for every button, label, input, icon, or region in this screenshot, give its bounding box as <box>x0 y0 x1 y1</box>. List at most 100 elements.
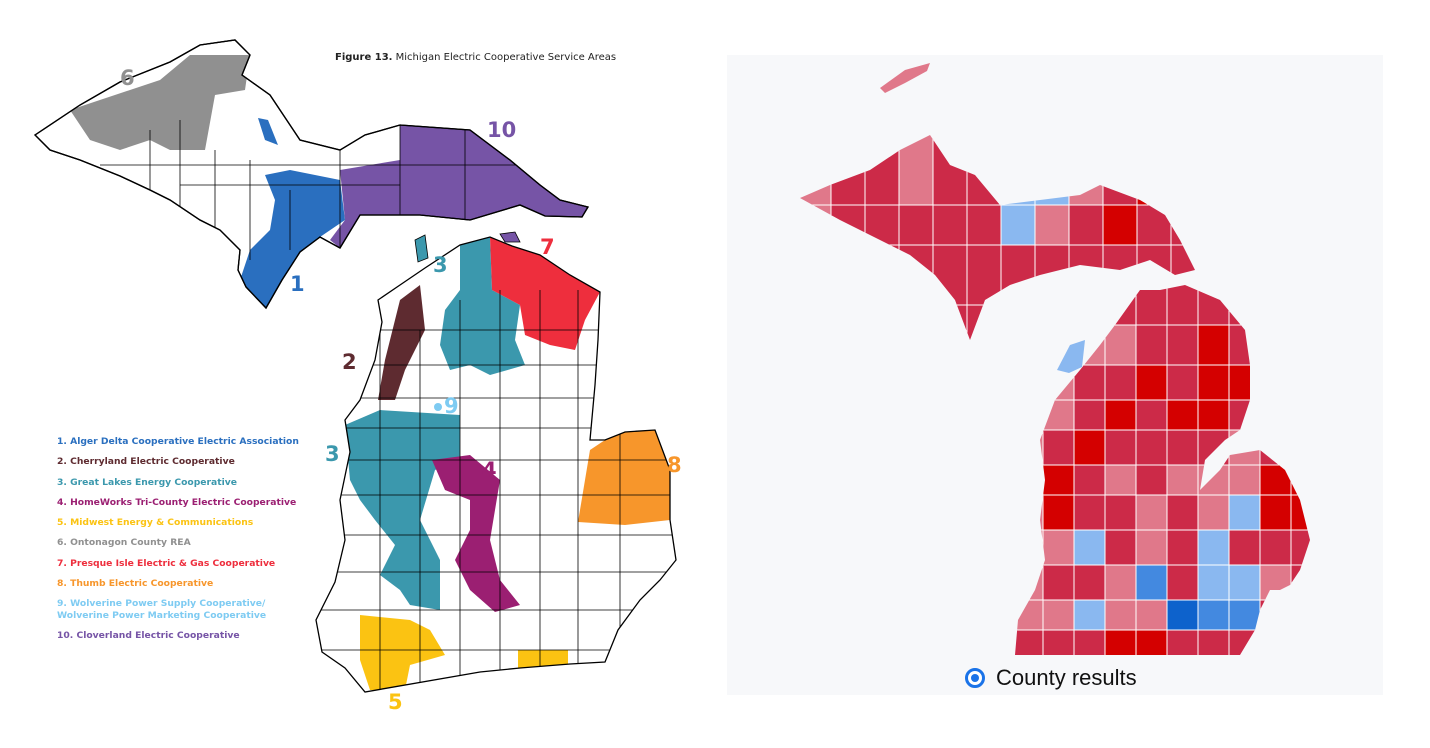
area-9-wolverine <box>434 403 442 411</box>
county <box>1259 464 1292 496</box>
lower-peninsula-outline <box>315 236 677 693</box>
county <box>830 135 866 206</box>
county <box>1073 494 1106 531</box>
area-4-homeworks <box>432 455 520 612</box>
county <box>1042 599 1075 631</box>
area-7-presque-isle <box>490 237 600 350</box>
county <box>1259 494 1292 531</box>
legend-item-6: 6. Ontonagon County REA <box>57 537 191 549</box>
area-5-midwest-energy-east <box>518 650 568 690</box>
county <box>1197 529 1230 566</box>
county-results-option[interactable]: County results <box>965 665 1137 691</box>
county <box>1104 599 1137 631</box>
area-1-alger-delta-north <box>258 118 278 145</box>
map-label-5: 5 <box>388 690 403 714</box>
county <box>1102 135 1138 206</box>
county <box>1166 399 1199 431</box>
county <box>932 204 968 246</box>
county <box>1259 285 1292 326</box>
county <box>1042 564 1075 601</box>
county <box>966 244 1002 306</box>
area-8-thumb <box>578 430 670 525</box>
legend-item-3: 3. Great Lakes Energy Cooperative <box>57 476 237 488</box>
county <box>864 244 900 306</box>
county <box>1073 399 1106 431</box>
county <box>1135 364 1168 401</box>
county <box>1015 629 1044 655</box>
county <box>1228 429 1261 466</box>
county <box>1034 204 1070 246</box>
radio-selected-icon[interactable] <box>965 668 985 688</box>
county <box>1034 304 1070 340</box>
county <box>1322 465 1353 495</box>
county <box>932 304 968 340</box>
county <box>800 135 832 206</box>
county <box>1068 135 1104 206</box>
county <box>1197 429 1230 466</box>
county <box>898 244 934 306</box>
county <box>1166 629 1199 655</box>
county <box>1228 629 1261 655</box>
county <box>1322 630 1353 660</box>
county <box>1290 464 1310 496</box>
county <box>1197 629 1230 655</box>
county <box>1290 599 1310 631</box>
county <box>1042 399 1075 431</box>
county <box>1166 429 1199 466</box>
area-3-great-lakes-north <box>440 237 525 375</box>
area-2-cherryland <box>378 285 425 400</box>
legend-item-9-line2: Wolverine Power Marketing Cooperative <box>57 610 267 622</box>
county <box>1259 629 1292 655</box>
county <box>1135 464 1168 496</box>
county <box>1166 529 1199 566</box>
county <box>1073 285 1106 326</box>
map-label-4: 4 <box>482 458 497 482</box>
county <box>1136 135 1172 206</box>
legend-item-4: 4. HomeWorks Tri-County Electric Coopera… <box>57 496 297 508</box>
legend-item-10: 10. Cloverland Electric Cooperative <box>57 630 240 642</box>
county <box>1259 399 1292 431</box>
county <box>1042 464 1075 496</box>
map-label-6: 6 <box>120 66 135 90</box>
county <box>1197 564 1230 601</box>
county <box>1259 529 1292 566</box>
county <box>864 135 900 206</box>
isle-royale-county <box>880 63 930 93</box>
county <box>1228 324 1261 366</box>
county <box>1322 600 1353 630</box>
county <box>1136 204 1172 246</box>
county <box>1000 204 1036 246</box>
county <box>1000 244 1036 306</box>
county <box>830 304 866 340</box>
county <box>1000 304 1036 340</box>
county <box>1353 630 1383 660</box>
map-label-2: 2 <box>342 350 357 374</box>
county <box>800 244 832 306</box>
cooperative-service-area-map: Figure 13. Michigan Electric Cooperative… <box>33 39 682 714</box>
county <box>1104 629 1137 655</box>
county <box>1042 429 1075 466</box>
map-label-1: 1 <box>290 272 305 296</box>
county <box>1073 599 1106 631</box>
county-results-map-panel: County results <box>727 55 1383 695</box>
county <box>1353 530 1383 565</box>
county <box>1166 364 1199 401</box>
legend-item-1: 1. Alger Delta Cooperative Electric Asso… <box>57 436 299 447</box>
figure-number: Figure 13. <box>335 52 393 63</box>
county <box>830 244 866 306</box>
county <box>1073 429 1106 466</box>
county <box>1259 564 1292 601</box>
legend-item-9: 9. Wolverine Power Supply Cooperative/ W… <box>57 598 299 622</box>
county <box>1104 529 1137 566</box>
county <box>1228 364 1261 401</box>
county <box>1073 629 1106 655</box>
county <box>1259 364 1292 401</box>
county <box>898 204 934 246</box>
county <box>1135 564 1168 601</box>
county <box>1259 324 1292 366</box>
county <box>1015 529 1044 566</box>
county <box>1322 565 1353 600</box>
county <box>1073 529 1106 566</box>
county <box>1104 285 1137 326</box>
county <box>966 135 1002 206</box>
